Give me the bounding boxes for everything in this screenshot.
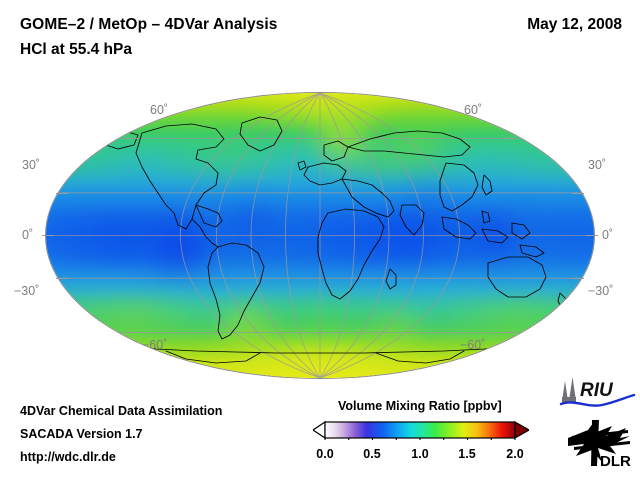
- lat-label-left-m30: −30˚: [14, 284, 40, 298]
- colorbar-tick-2: 1.0: [411, 447, 429, 461]
- dlr-wordmark: DLR: [600, 453, 631, 470]
- lat-tick-right-m30: [572, 278, 584, 279]
- riu-wordmark: RIU: [580, 380, 614, 401]
- lat-tick-left-60: [126, 138, 138, 139]
- lat-tick-left-m60: [126, 332, 138, 333]
- lat-label-left-m60: −60˚: [142, 338, 168, 352]
- mollweide-globe: [46, 93, 594, 378]
- colorbar: [313, 420, 529, 440]
- date-label: May 12, 2008: [527, 16, 622, 33]
- footer-line-url[interactable]: http://wdc.dlr.de: [20, 450, 116, 464]
- page-subtitle: HCl at 55.4 hPa: [20, 41, 132, 58]
- maximum-siberia: [374, 121, 463, 159]
- colorbar-tick-1: 0.5: [363, 447, 381, 461]
- footer-line-assimilation: 4DVar Chemical Data Assimilation: [20, 404, 223, 418]
- coastlines: [46, 93, 594, 378]
- lat-tick-left-0: [42, 235, 54, 236]
- maximum-south-indian: [352, 309, 441, 350]
- lat-tick-left-m30: [56, 278, 68, 279]
- graticule: [46, 93, 594, 378]
- minimum-epacific: [133, 218, 227, 273]
- footer-line-version: SACADA Version 1.7: [20, 427, 143, 441]
- globe-clip: [46, 93, 594, 378]
- lat-tick-right-0: [586, 235, 598, 236]
- lat-label-left-60: 60˚: [150, 103, 169, 117]
- maximum-south-atlantic: [199, 303, 293, 347]
- colorbar-gradient: [324, 421, 516, 439]
- colorbar-ticks: [324, 438, 516, 440]
- lat-tick-right-60: [502, 138, 514, 139]
- page-title: GOME–2 / MetOp – 4DVar Analysis: [20, 16, 278, 33]
- riu-logo: RIU: [558, 375, 636, 409]
- dlr-mark-icon: [568, 420, 630, 466]
- colorbar-underflow-arrow: [313, 420, 326, 440]
- colorbar-overflow-arrow: [514, 420, 529, 440]
- lat-label-right-m60: −60˚: [460, 338, 486, 352]
- minimum-central-pacific: [215, 204, 282, 242]
- colorbar-title: Volume Mixing Ratio [ppbv]: [338, 399, 502, 413]
- lat-label-left-0: 0˚: [22, 228, 34, 242]
- lat-tick-right-30: [572, 193, 584, 194]
- dlr-logo: DLR: [566, 416, 634, 470]
- colorbar-tick-3: 1.5: [458, 447, 476, 461]
- lat-label-right-m30: −30˚: [588, 284, 614, 298]
- lat-label-right-30: 30˚: [588, 158, 607, 172]
- lat-label-left-30: 30˚: [22, 158, 41, 172]
- lat-tick-right-m60: [502, 332, 514, 333]
- colorbar-tick-0: 0.0: [316, 447, 334, 461]
- map-panel: 60˚ 30˚ 0˚ −30˚ −60˚ 60˚ 30˚ 0˚ −30˚ −60…: [0, 85, 640, 385]
- cathedral-spires-icon: [562, 377, 576, 402]
- lat-tick-left-30: [56, 193, 68, 194]
- lat-label-right-0: 0˚: [602, 228, 614, 242]
- riu-wave-icon: [559, 393, 636, 407]
- colorbar-tick-4: 2.0: [506, 447, 524, 461]
- lat-label-right-60: 60˚: [464, 103, 483, 117]
